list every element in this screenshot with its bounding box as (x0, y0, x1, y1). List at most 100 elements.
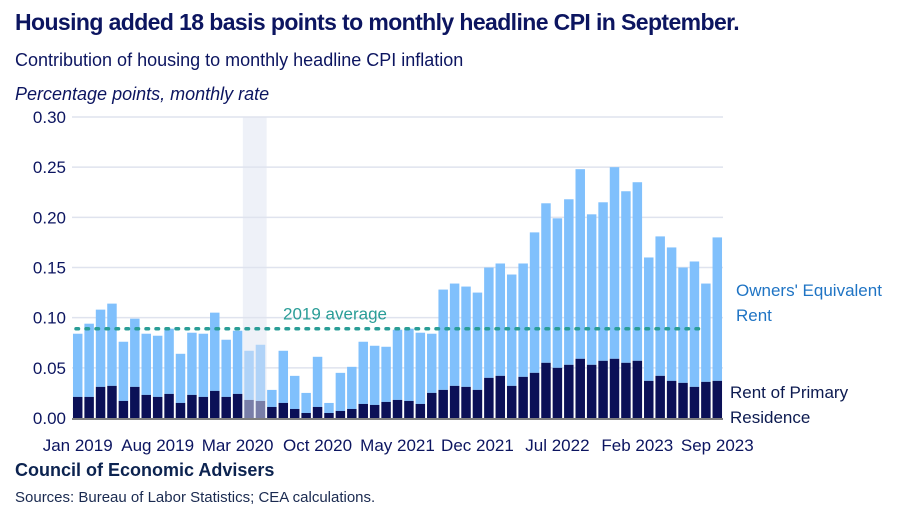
bar-group (598, 202, 608, 418)
x-tick-label: Feb 2023 (601, 436, 673, 455)
bar-group (312, 356, 323, 418)
bar-owners-equivalent-rent (461, 286, 471, 387)
bar-owners-equivalent-rent (289, 375, 300, 409)
bar-rent-of-primary-residence (118, 400, 129, 418)
bar-group (130, 318, 140, 418)
bar-owners-equivalent-rent (118, 341, 129, 401)
bar-owners-equivalent-rent (449, 283, 460, 386)
bar-rent-of-primary-residence (449, 385, 460, 418)
bar-group (152, 335, 163, 418)
bar-group (506, 274, 517, 418)
bar-group (518, 263, 528, 418)
bar-owners-equivalent-rent (689, 261, 700, 387)
bar-owners-equivalent-rent (495, 263, 506, 376)
bar-owners-equivalent-rent (312, 356, 323, 407)
bar-group (609, 167, 620, 418)
bar-owners-equivalent-rent (369, 345, 380, 405)
bar-group (575, 169, 585, 418)
bar-group (529, 232, 540, 418)
bar-owners-equivalent-rent (484, 267, 494, 378)
series-label-rent-of-primary-residence: Rent of Primary (730, 383, 849, 402)
bar-group (107, 303, 117, 418)
bar-owners-equivalent-rent (187, 332, 197, 395)
bar-group (141, 333, 151, 418)
bar-group (621, 191, 631, 418)
x-tick-label: Oct 2020 (283, 436, 352, 455)
x-tick-label: Mar 2020 (202, 436, 274, 455)
bar-rent-of-primary-residence (198, 396, 209, 418)
source-organization: Council of Economic Advisers (15, 460, 275, 480)
source-note: Sources: Bureau of Labor Statistics; CEA… (15, 489, 376, 506)
bar-group (541, 203, 551, 418)
bar-group (678, 267, 688, 418)
bar-group (415, 332, 426, 418)
bar-group (278, 350, 289, 418)
bar-rent-of-primary-residence (461, 386, 471, 418)
y-tick-label: 0.30 (33, 108, 66, 127)
bar-group (164, 328, 174, 418)
bar-rent-of-primary-residence (84, 396, 94, 418)
bar-owners-equivalent-rent (655, 236, 665, 376)
bar-rent-of-primary-residence (575, 358, 585, 418)
bar-rent-of-primary-residence (564, 364, 574, 418)
bar-rent-of-primary-residence (518, 376, 528, 418)
bar-rent-of-primary-residence (689, 386, 700, 418)
bar-owners-equivalent-rent (529, 232, 540, 373)
bar-group (427, 333, 437, 418)
series-label-owners-equivalent-rent: Rent (736, 306, 772, 325)
bar-owners-equivalent-rent (95, 309, 106, 387)
y-tick-label: 0.20 (33, 208, 66, 227)
bar-group (461, 286, 471, 418)
bar-group (484, 267, 494, 418)
bar-owners-equivalent-rent (232, 330, 243, 394)
bar-rent-of-primary-residence (404, 400, 414, 418)
bar-group (255, 344, 266, 418)
bar-group (95, 309, 106, 418)
bar-owners-equivalent-rent (427, 333, 437, 393)
bar-owners-equivalent-rent (301, 392, 311, 413)
bar-owners-equivalent-rent (141, 333, 151, 395)
bar-rent-of-primary-residence (369, 404, 380, 418)
bar-group (666, 247, 677, 418)
chart-title: Housing added 18 basis points to monthly… (15, 9, 740, 35)
bar-group (552, 218, 563, 418)
series-labels: Owners' Equivalent Rent Rent of Primary Res… (730, 281, 882, 427)
x-tick-label: Dec 2021 (441, 436, 514, 455)
x-tick-label: Sep 2023 (681, 436, 754, 455)
bar-group (438, 289, 448, 418)
bar-group (118, 341, 129, 418)
bar-owners-equivalent-rent (324, 402, 334, 413)
bar-owners-equivalent-rent (564, 199, 574, 365)
bar-owners-equivalent-rent (541, 203, 551, 363)
bar-owners-equivalent-rent (575, 169, 585, 359)
bar-group (301, 392, 311, 418)
bar-owners-equivalent-rent (210, 312, 220, 391)
x-tick-label: Aug 2019 (121, 436, 194, 455)
bar-owners-equivalent-rent (198, 333, 209, 397)
bar-owners-equivalent-rent (175, 353, 186, 403)
bar-rent-of-primary-residence (289, 408, 300, 418)
bar-rent-of-primary-residence (644, 380, 654, 418)
bar-rent-of-primary-residence (541, 362, 551, 418)
bar-rent-of-primary-residence (415, 403, 426, 418)
bar-owners-equivalent-rent (712, 237, 723, 381)
bar-rent-of-primary-residence (164, 393, 174, 418)
bar-rent-of-primary-residence (392, 399, 403, 418)
bar-owners-equivalent-rent (438, 289, 448, 390)
bar-owners-equivalent-rent (415, 332, 426, 404)
y-axis-units-label: Percentage points, monthly rate (15, 84, 270, 104)
bar-owners-equivalent-rent (221, 339, 231, 397)
bar-owners-equivalent-rent (130, 318, 140, 387)
bar-group (472, 292, 483, 418)
bar-rent-of-primary-residence (324, 412, 334, 418)
bar-rent-of-primary-residence (472, 389, 483, 418)
bar-owners-equivalent-rent (586, 214, 597, 365)
bar-rent-of-primary-residence (244, 399, 254, 418)
bar-group (392, 329, 403, 418)
x-axis-ticks: Jan 2019 Aug 2019 Mar 2020 Oct 2020 May 2021… (43, 436, 754, 455)
bar-rent-of-primary-residence (701, 381, 711, 418)
bar-rent-of-primary-residence (586, 364, 597, 418)
bar-owners-equivalent-rent (164, 328, 174, 394)
bar-owners-equivalent-rent (678, 267, 688, 383)
x-tick-label: Jan 2019 (43, 436, 113, 455)
